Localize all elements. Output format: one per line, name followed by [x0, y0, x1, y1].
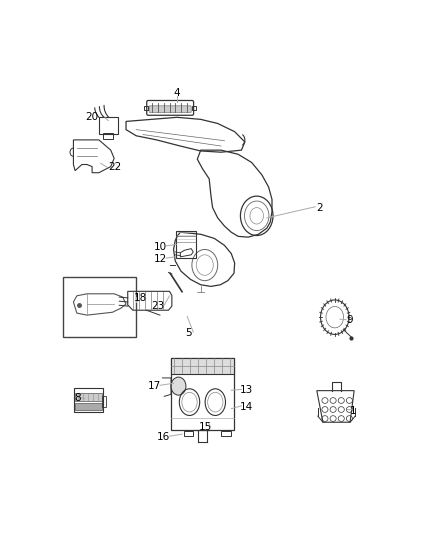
- Bar: [176, 231, 196, 258]
- Text: 23: 23: [152, 301, 165, 311]
- Bar: [99, 117, 117, 134]
- Text: 5: 5: [186, 328, 192, 338]
- Bar: [144, 106, 148, 110]
- Text: 16: 16: [157, 432, 170, 442]
- Text: 1: 1: [350, 406, 357, 416]
- Bar: [103, 133, 113, 139]
- Text: 22: 22: [109, 163, 122, 172]
- Bar: [184, 431, 193, 436]
- Text: 15: 15: [199, 422, 212, 432]
- Bar: [75, 393, 102, 401]
- Text: 4: 4: [173, 88, 180, 98]
- Bar: [63, 277, 136, 337]
- Text: 20: 20: [85, 112, 98, 122]
- Text: 18: 18: [134, 293, 147, 303]
- Text: 8: 8: [74, 393, 81, 403]
- Text: 17: 17: [148, 381, 162, 391]
- Bar: [171, 358, 234, 374]
- Text: 14: 14: [240, 402, 253, 411]
- Bar: [192, 106, 196, 110]
- Text: 13: 13: [240, 385, 253, 395]
- Text: 2: 2: [316, 203, 323, 213]
- FancyBboxPatch shape: [149, 106, 191, 112]
- Text: 12: 12: [153, 254, 166, 264]
- Bar: [221, 431, 230, 436]
- Bar: [102, 397, 106, 407]
- Circle shape: [171, 377, 186, 395]
- Text: 9: 9: [347, 316, 353, 326]
- Text: 10: 10: [153, 241, 166, 252]
- Bar: [171, 358, 234, 430]
- Bar: [74, 388, 102, 411]
- Bar: [75, 402, 102, 410]
